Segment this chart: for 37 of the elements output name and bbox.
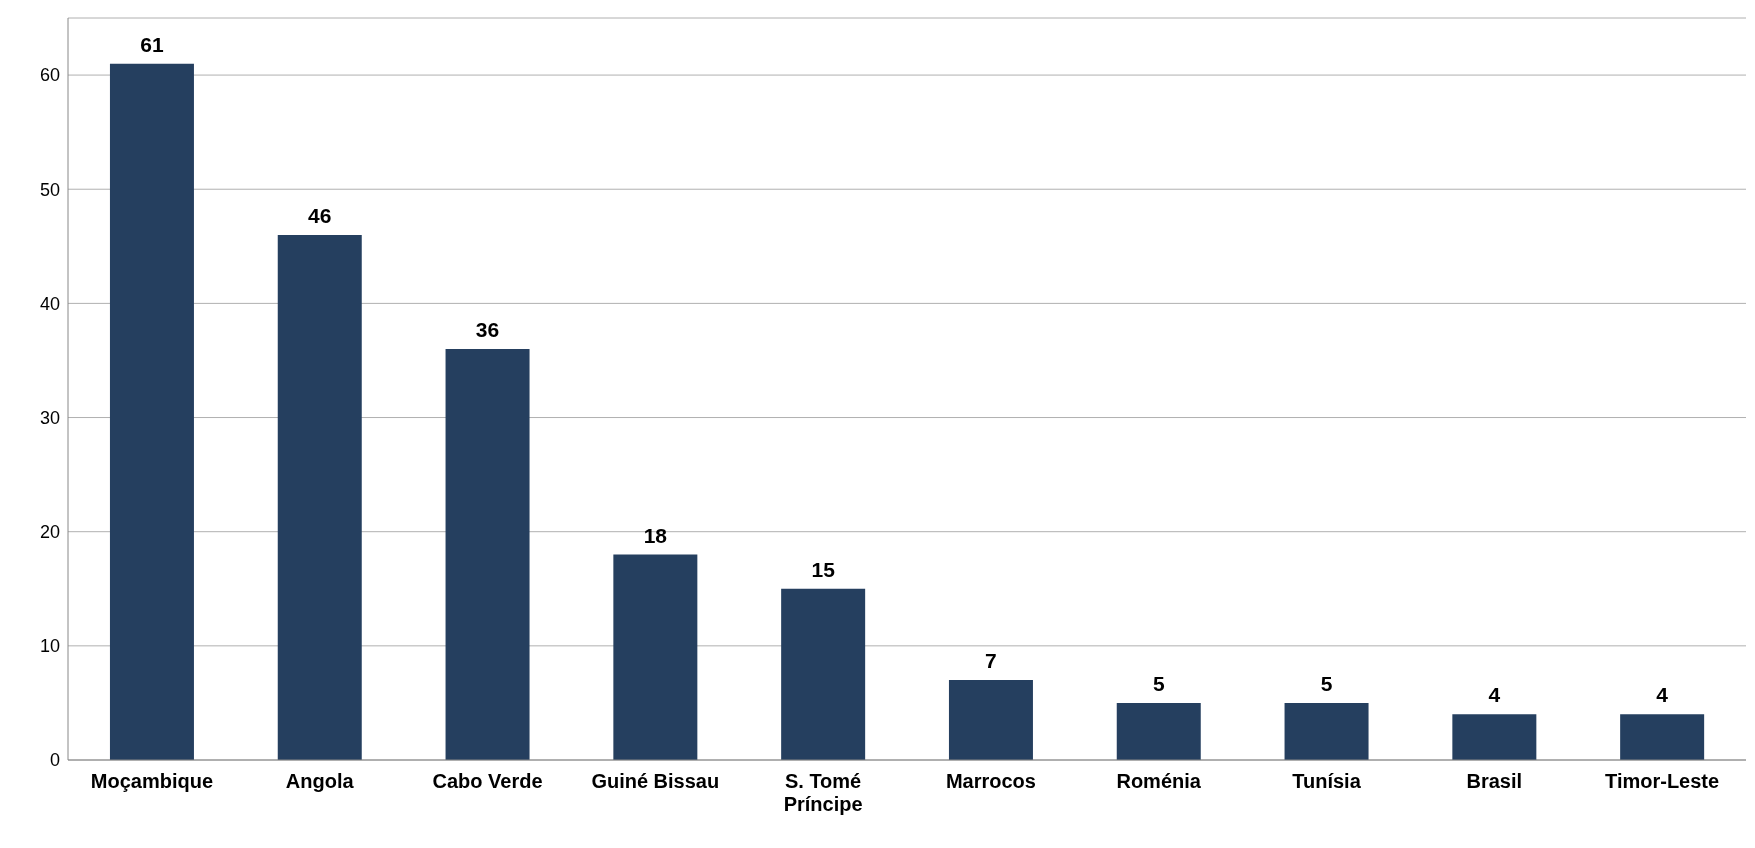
- data-label: 61: [140, 32, 164, 56]
- x-tick-label: Roménia: [1116, 770, 1202, 792]
- data-label: 7: [985, 649, 997, 673]
- y-tick-label: 30: [39, 407, 60, 428]
- data-label: 46: [308, 203, 332, 227]
- y-tick-label: 40: [39, 293, 60, 314]
- y-tick-label: 60: [39, 65, 60, 86]
- bar: [948, 680, 1033, 760]
- data-label: 5: [1320, 671, 1333, 695]
- x-tick-label: S. Tomé Príncipe: [783, 770, 863, 815]
- bar: [1620, 714, 1705, 760]
- x-tick-label: Marrocos: [945, 770, 1036, 792]
- x-tick-label: Moçambique: [90, 770, 214, 792]
- data-label: 4: [1488, 683, 1501, 707]
- y-tick-label: 10: [39, 636, 60, 657]
- data-label: 15: [811, 557, 836, 581]
- data-label: 5: [1152, 671, 1165, 695]
- x-tick-label: Guiné Bissau: [591, 770, 720, 792]
- x-tick-label: Timor-Leste: [1605, 770, 1720, 792]
- bar: [1284, 702, 1369, 760]
- x-tick-label: Tunísia: [1292, 770, 1362, 792]
- x-tick-label: Brasil: [1466, 770, 1523, 792]
- bar: [109, 63, 194, 760]
- bar: [1116, 702, 1201, 760]
- x-tick-label: Angola: [285, 770, 355, 792]
- data-label: 18: [643, 523, 668, 547]
- x-tick-label: Cabo Verde: [432, 770, 543, 792]
- y-tick-label: 20: [39, 522, 60, 543]
- y-tick-label: 50: [39, 179, 60, 200]
- data-label: 36: [475, 318, 500, 342]
- y-tick-label: 0: [49, 750, 60, 771]
- bar: [1452, 714, 1537, 760]
- bar: [445, 349, 530, 760]
- bar: [781, 588, 866, 760]
- bar: [613, 554, 698, 760]
- data-label: 4: [1656, 683, 1669, 707]
- bar: [277, 234, 362, 760]
